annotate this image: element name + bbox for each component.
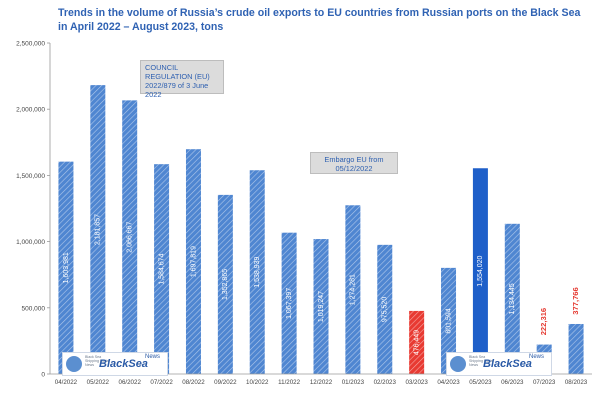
blacksea-logo: Black Sea Shipping Portal News BlackSea …	[62, 352, 168, 376]
x-tick-label: 08/2023	[565, 379, 588, 386]
bar-value-label: 1,603,981	[63, 252, 70, 283]
globe-icon	[66, 356, 82, 372]
x-tick-label: 07/2023	[533, 379, 556, 386]
x-tick-label: 07/2022	[150, 379, 173, 386]
bar	[568, 323, 584, 374]
bar-value-label: 1,134,445	[509, 283, 516, 314]
bar-value-label: 1,584,674	[158, 253, 165, 284]
x-tick-label: 08/2022	[182, 379, 205, 386]
x-tick-label: 01/2023	[342, 379, 365, 386]
blacksea-logo: Black Sea Shipping Portal News BlackSea …	[446, 352, 552, 376]
x-tick-label: 06/2022	[119, 379, 142, 386]
y-tick-label: 1,500,000	[16, 173, 45, 180]
bar-value-label: 1,019,247	[318, 291, 325, 322]
bar	[249, 170, 265, 374]
bar	[345, 205, 361, 374]
bar-value-label: 1,352,865	[222, 269, 229, 300]
annotation-council-regulation: COUNCIL REGULATION (EU) 2022/879 of 3 Ju…	[140, 60, 224, 99]
bar-value-label: 1,538,939	[254, 256, 261, 287]
x-tick-label: 04/2023	[437, 379, 460, 386]
x-tick-label: 05/2022	[87, 379, 110, 386]
x-tick-label: 05/2023	[469, 379, 492, 386]
bar-value-label: 1,274,281	[350, 274, 357, 305]
bar-value-label: 476,449	[413, 330, 420, 355]
bars-group: 1,603,981 2,181,857 2,066,667 1,584,674 1,69…	[58, 85, 584, 374]
y-tick-label: 0	[41, 372, 45, 379]
logo-news: News	[529, 354, 545, 360]
bar	[409, 310, 425, 374]
x-tick-label: 10/2022	[246, 379, 269, 386]
y-tick-label: 2,000,000	[16, 107, 45, 114]
bar	[217, 194, 233, 374]
x-tick-label: 09/2022	[214, 379, 237, 386]
bar	[313, 239, 329, 374]
x-tick-label: 12/2022	[310, 379, 333, 386]
logo-brand: BlackSea	[99, 358, 148, 370]
logo-tagline: Black Sea Shipping Portal News	[469, 355, 494, 367]
y-tick-label: 1,000,000	[16, 239, 45, 246]
x-tick-label: 02/2023	[374, 379, 397, 386]
bar	[504, 223, 520, 374]
x-tick-label: 04/2022	[55, 379, 78, 386]
bar	[154, 164, 170, 374]
x-tick-label: 03/2023	[405, 379, 428, 386]
logo-tagline: Black Sea Shipping Portal News	[85, 355, 110, 367]
bar	[281, 232, 297, 374]
bar-value-label: 1,697,819	[190, 246, 197, 277]
bar-value-label: 801,594	[445, 308, 452, 333]
bar	[122, 100, 138, 374]
bar-value-label: 222,316	[539, 308, 548, 335]
bar-value-label: 1,554,020	[477, 255, 484, 286]
chart-title: Trends in the volume of Russia’s crude o…	[58, 7, 581, 33]
x-tick-label: 11/2022	[278, 379, 300, 386]
y-axis: 0 500,000 1,000,000 1,500,000 2,000,000 2,500…	[16, 41, 51, 379]
y-tick-label: 500,000	[22, 305, 46, 312]
bar-value-label: 377,766	[571, 287, 580, 314]
bar	[58, 161, 74, 374]
logo-brand: BlackSea	[483, 358, 532, 370]
bar-value-label: 975,520	[382, 297, 389, 322]
bar	[90, 85, 106, 374]
y-tick-label: 2,500,000	[16, 41, 45, 48]
x-tick-label: 06/2023	[501, 379, 524, 386]
bar	[472, 168, 488, 374]
globe-icon	[450, 356, 466, 372]
annotation-embargo: Embargo EU from 05/12/2022	[310, 152, 398, 174]
bar-value-label: 1,067,397	[286, 288, 293, 319]
bar	[185, 149, 201, 374]
bar	[377, 244, 393, 374]
bar	[441, 267, 457, 374]
logo-news: News	[145, 354, 161, 360]
bar-value-label: 2,066,667	[127, 222, 134, 253]
bar-value-label: 2,181,857	[95, 214, 102, 245]
